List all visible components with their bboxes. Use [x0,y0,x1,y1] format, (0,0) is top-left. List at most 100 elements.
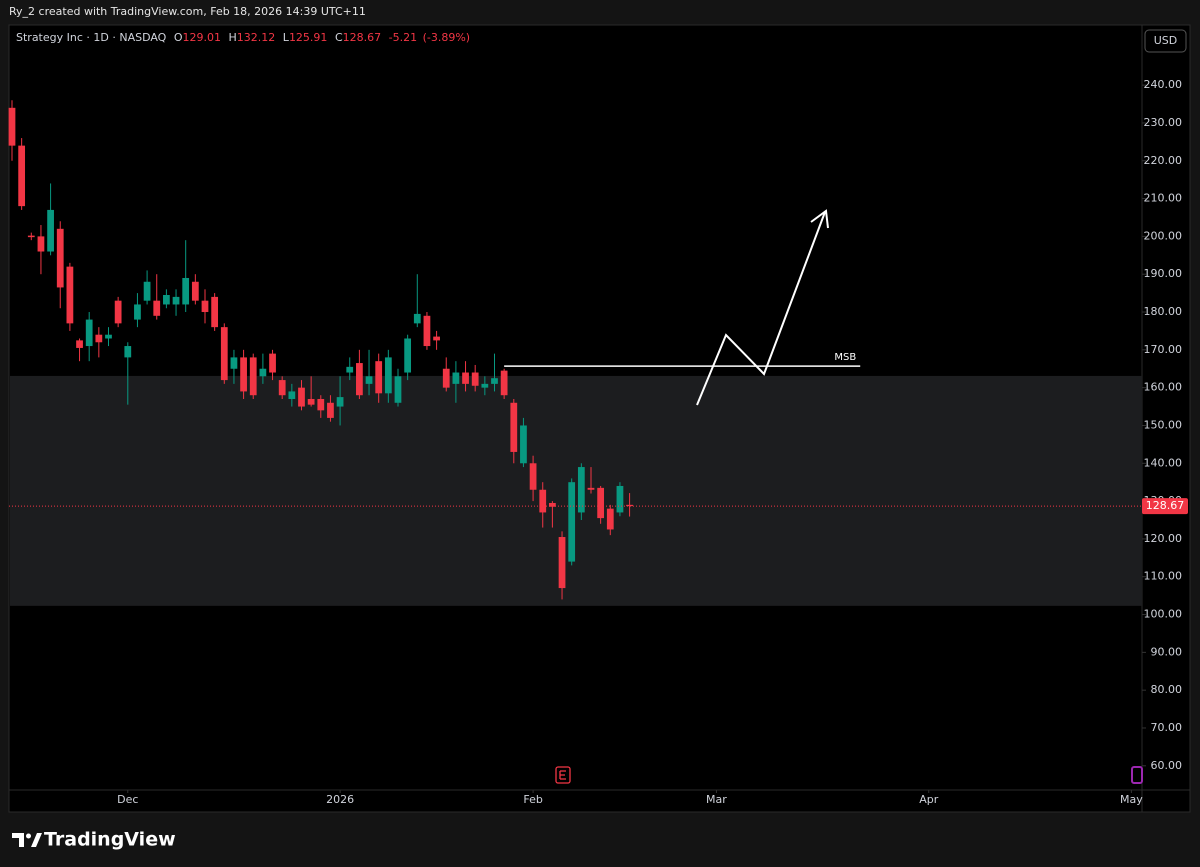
legend-value: 125.91 [289,31,328,44]
x-tick-label: Feb [523,793,542,806]
candle-body [356,363,363,396]
candle-body [413,313,421,324]
candle-body [481,383,489,388]
legend-key: C [335,31,343,44]
candle-body [365,376,373,384]
candle-body [491,378,498,384]
candle-body [240,357,247,392]
y-tick-label: 160.00 [1144,381,1183,394]
candle-body [327,402,334,418]
candle-body [18,145,26,207]
candle-body [124,346,132,358]
candle-body [442,368,450,388]
candle-body [404,338,412,373]
candle-body [346,366,354,373]
brand-name: TradingView [44,829,176,851]
candle-body [577,467,585,513]
candle-body [462,372,469,384]
candle-body [47,209,54,252]
legend-change-pct: (-3.89%) [423,31,471,44]
legend-key: O [174,31,183,44]
candle-body [27,235,35,238]
y-tick-label: 200.00 [1144,229,1183,242]
y-tick-label: 240.00 [1144,78,1183,91]
candle-body [163,295,170,305]
event-icon [1131,766,1143,784]
candle-body [269,353,276,373]
candle-body [471,372,479,386]
candle-body [626,504,633,507]
candle-body [278,380,286,396]
y-tick-label: 170.00 [1144,343,1183,356]
candle-body [191,281,199,301]
candle-body [201,300,209,313]
x-tick-label: Apr [919,793,939,806]
candle-body [529,463,537,490]
candle-body [288,391,296,399]
msb-label: MSB [834,352,856,363]
legend-value: 128.67 [343,31,382,44]
projection-arrow [696,211,826,406]
candle-body [433,336,440,341]
y-tick-label: 150.00 [1144,418,1183,431]
candle-body [510,402,518,452]
candle-body [153,300,161,316]
candle-body [172,296,180,305]
candle-body [336,397,344,407]
candle-body [76,340,83,348]
candle-body [298,387,305,407]
candle-body [520,425,527,464]
currency-button[interactable] [1144,29,1187,53]
candle-body [558,537,566,589]
y-tick-label: 70.00 [1151,721,1183,734]
y-tick-label: 100.00 [1144,608,1183,621]
candle-body [66,266,74,324]
candle-body [597,487,605,519]
candle-body [114,300,122,324]
candle-body [85,319,93,347]
last-price-label: 128.67 [1146,499,1185,512]
legend-key: H [229,31,237,44]
legend-value: 132.12 [237,31,276,44]
candle-body [37,236,45,252]
y-tick-label: 90.00 [1151,645,1183,658]
candle-body [616,485,624,513]
candle-body [95,334,103,343]
y-tick-label: 220.00 [1144,154,1183,167]
candle-body [500,370,508,396]
candle-body [249,357,257,396]
candle-body [143,281,151,301]
last-price-box [1142,498,1188,515]
candle-body [230,357,238,369]
legend-key: L [283,31,290,44]
candle-body [211,296,219,328]
y-tick-label: 120.00 [1144,532,1183,545]
candle-body [375,361,383,394]
y-tick-label: 80.00 [1151,683,1183,696]
plot: 60.0070.0080.0090.00100.00110.00120.0013… [8,78,1188,806]
candle-body [220,327,228,381]
candle-body [606,508,614,530]
candle-body [384,357,392,394]
brand-logo [12,833,42,847]
candle-body [423,315,431,347]
y-tick-label: 60.00 [1151,759,1183,772]
y-tick-label: 210.00 [1144,192,1183,205]
credit: Ry_2 created with TradingView.com, Feb 1… [9,5,366,18]
arrow-head [810,209,829,229]
legend-change: -5.21 [389,31,417,44]
candle-body [317,398,325,411]
zone [10,375,1142,606]
candle-body [8,107,16,146]
y-tick-label: 180.00 [1144,305,1183,318]
legend-value: 129.01 [183,31,222,44]
currency-label[interactable]: USD [1154,34,1178,47]
candle-body [452,372,460,384]
candle-body [56,228,64,288]
x-tick-label: 2026 [326,793,354,806]
candle-body [587,487,595,490]
candle-body [394,376,402,403]
candle-body [259,368,267,377]
x-tick-label: Dec [117,793,138,806]
